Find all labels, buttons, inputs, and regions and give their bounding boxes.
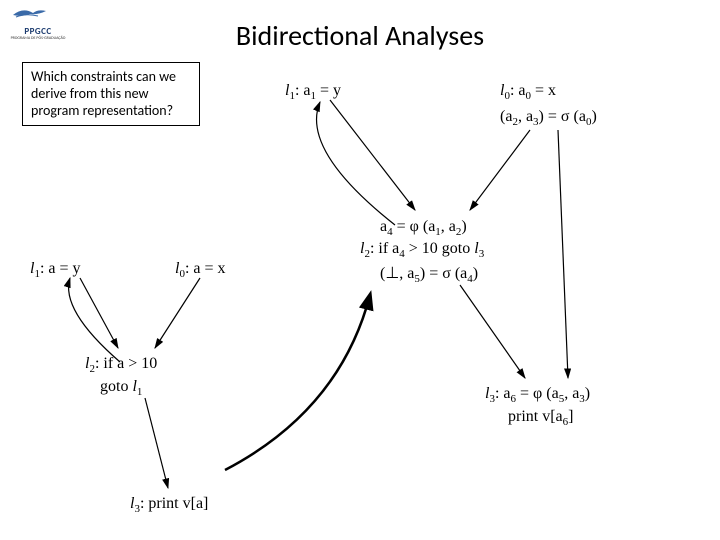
- node-r-sigma2: (⊥, a5) = σ (a4): [380, 263, 478, 285]
- logo: PPGCC PROGRAMA DE PÓS-GRADUAÇÃO: [8, 3, 68, 43]
- node-l2-left: l2: if a > 10: [85, 355, 157, 375]
- node-l0-left: l0: a = x: [175, 260, 226, 280]
- node-r-print: print v[a6]: [508, 408, 573, 428]
- node-r-sigma: (a2, a3) = σ (a0): [500, 108, 597, 128]
- node-r-l0: l0: a0 = x: [500, 82, 556, 102]
- logo-subtext: PROGRAMA DE PÓS-GRADUAÇÃO: [8, 37, 68, 41]
- node-goto-left: goto l1: [100, 378, 142, 398]
- node-r-phi: a4 = φ (a1, a2): [380, 218, 467, 238]
- node-l3-left: l3: print v[a]: [130, 495, 208, 515]
- node-r-l1: l1: a1 = y: [285, 82, 341, 102]
- node-r-l2: l2: if a4 > 10 goto l3: [360, 240, 484, 260]
- bird-icon: [8, 3, 48, 21]
- question-box: Which constraints can we derive from thi…: [22, 62, 200, 126]
- page-title: Bidirectional Analyses: [236, 18, 484, 53]
- node-l1-left: l1: a = y: [30, 260, 81, 280]
- node-r-l3: l3: a6 = φ (a5, a3): [485, 385, 590, 405]
